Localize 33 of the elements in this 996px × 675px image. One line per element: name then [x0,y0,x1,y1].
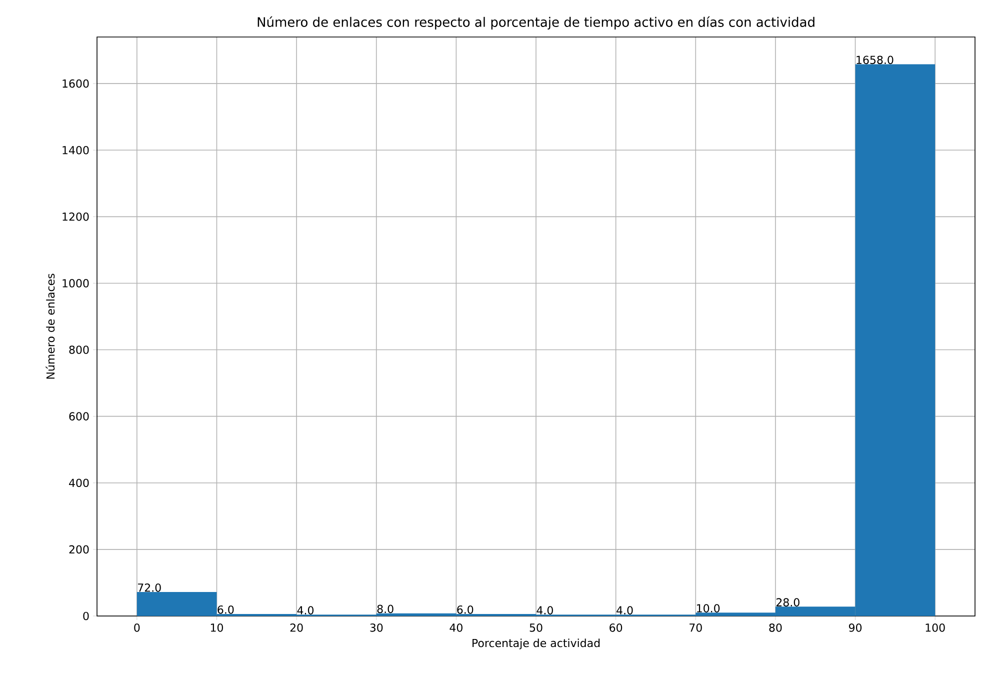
data-label: 4.0 [297,606,314,614]
y-tick-label: 800 [69,346,89,354]
y-tick-label: 1000 [62,279,89,288]
y-tick-label: 600 [69,412,89,420]
x-tick-label: 90 [848,623,862,632]
x-tick-label: 20 [290,623,303,632]
y-tick-label: 400 [69,478,89,488]
x-tick-label: 60 [610,623,622,632]
x-tick-label: 30 [370,623,383,632]
x-tick-label: 100 [926,623,945,632]
y-tick-label: 1200 [62,212,89,221]
x-tick-label: 70 [690,623,702,632]
y-tick-label: 200 [69,545,89,554]
y-tick-label: 1600 [62,79,89,88]
x-tick-label: 40 [450,623,462,632]
x-tick-label: 10 [210,623,223,632]
data-label: 28.0 [776,598,800,606]
data-label: 8.0 [377,604,394,614]
x-tick-label: 0 [134,623,140,632]
data-label: 72.0 [138,584,161,592]
y-axis-title: Número de enlaces [46,274,55,379]
x-axis-title: Porcentaje de actividad [472,638,600,650]
y-tick-label: 0 [83,612,89,620]
data-label: 1658.0 [856,56,894,64]
chart-title: Número de enlaces con respecto al porcentaje de tiempo activo en días con actividad [258,16,814,30]
data-label: 4.0 [616,606,633,614]
data-label: 4.0 [536,606,553,614]
x-tick-label: 50 [530,623,542,632]
data-label: 6.0 [218,605,234,614]
data-label: 10.0 [697,604,720,612]
data-label: 6.0 [457,605,474,614]
x-tick-label: 80 [769,623,782,632]
y-tick-label: 1400 [62,146,89,154]
